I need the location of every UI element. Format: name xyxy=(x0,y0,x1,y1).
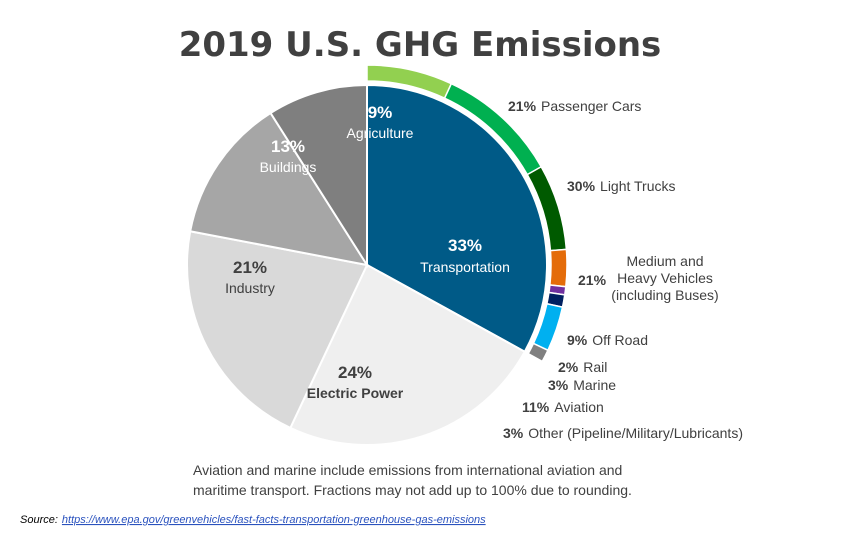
slice-label-pct-electric-power: 24% xyxy=(338,363,372,382)
breakdown-label-marine: 3% Marine xyxy=(548,377,616,393)
slice-label-industry: Industry xyxy=(225,280,275,296)
slice-label-buildings: Buildings xyxy=(260,159,317,175)
breakdown-label-rail: 2% Rail xyxy=(558,359,607,375)
pie xyxy=(186,83,548,446)
slice-label-pct-buildings: 13% xyxy=(271,137,305,156)
breakdown-label-aviation: 11% Aviation xyxy=(522,399,604,415)
chart-title: 2019 U.S. GHG Emissions xyxy=(179,25,662,65)
slice-label-electric-power: Electric Power xyxy=(307,385,404,401)
main-slice-labels: 33% Transportation 24% Electric Power 21… xyxy=(225,103,510,401)
breakdown-label-other: 3% Other (Pipeline/Military/Lubricants) xyxy=(503,425,743,441)
breakdown-label-medium-heavy-line3: (including Buses) xyxy=(611,287,718,303)
breakdown-label-light-trucks: 30% Light Trucks xyxy=(567,178,676,194)
breakdown-label-passenger-cars: 21% Passenger Cars xyxy=(508,98,641,114)
ring-segment-off-road xyxy=(549,248,568,288)
slice-label-pct-agriculture: 9% xyxy=(368,103,393,122)
pie-slice-transportation xyxy=(366,83,548,354)
pie-slice-buildings xyxy=(189,111,370,267)
breakdown-label-medium-heavy-line2: Heavy Vehicles xyxy=(617,270,713,286)
slice-label-pct-industry: 21% xyxy=(233,258,267,277)
note-line-1: Aviation and marine include emissions fr… xyxy=(193,462,622,478)
pie-slice-agriculture xyxy=(269,83,368,269)
pie-slice-electric-power xyxy=(289,263,527,446)
note-line-2: maritime transport. Fractions may not ad… xyxy=(193,482,632,498)
source-line: Source: https://www.epa.gov/greenvehicles… xyxy=(20,514,486,526)
breakdown-label-medium-heavy-line1: Medium and xyxy=(626,253,703,269)
slice-label-pct-transportation: 33% xyxy=(448,236,482,255)
source-link[interactable]: https://www.epa.gov/greenvehicles/fast-f… xyxy=(62,514,486,526)
breakdown-label-pct-medium-heavy: 21% xyxy=(578,272,607,288)
breakdown-label-off-road: 9% Off Road xyxy=(567,332,648,348)
ring-segment-other-pipeline-military-lubricants xyxy=(527,342,549,363)
breakdown-labels: 21% Passenger Cars 30% Light Trucks 21% Me… xyxy=(503,98,743,441)
source-label: Source: xyxy=(20,514,58,526)
pie-slice-industry xyxy=(186,230,369,430)
slice-label-transportation: Transportation xyxy=(420,259,510,275)
transportation-breakdown-ring xyxy=(366,64,568,363)
slice-label-agriculture: Agriculture xyxy=(347,125,414,141)
